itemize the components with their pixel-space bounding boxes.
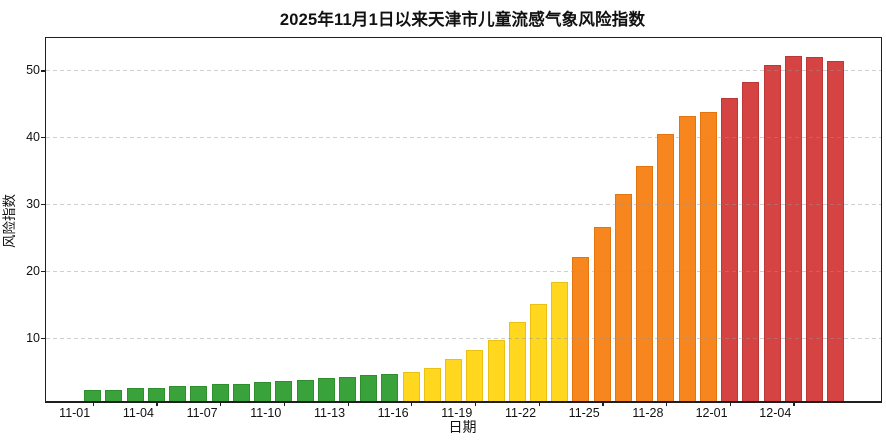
x-tick-mark-12-01 [729,401,731,406]
x-tick-label: 12-04 [759,406,792,420]
bar-12-04 [784,55,802,401]
x-tick-mark-12-04 [793,401,795,406]
bar-11-14 [360,374,378,401]
bar-11-04 [147,387,165,401]
plot-area: 10 20 30 40 50 11-01 11-04 11-07 11-10 11-13 11-16… [26,37,882,419]
bar-11-19 [466,349,484,401]
y-tick-label: 50 [26,63,40,78]
y-tick-label: 20 [26,263,40,278]
bar-11-02 [105,389,123,401]
bar-11-03 [126,388,144,401]
y-tick-label: 40 [26,130,40,145]
bar-11-18 [445,358,463,401]
y-tick-label: 30 [26,196,40,211]
x-tick-mark-11-16 [411,401,413,406]
bar-12-06 [827,61,845,401]
y-axis-label: 风险指数 [2,194,17,248]
x-tick-mark-11-25 [602,401,604,406]
bar-11-13 [338,377,356,401]
bar-11-11 [296,379,314,401]
x-tick-mark-11-04 [156,401,158,406]
bar-11-22 [530,304,548,401]
bar-11-20 [487,339,505,401]
bar-11-01 [84,390,102,401]
x-tick-label: 11-16 [377,406,409,420]
x-tick-mark-11-07 [220,401,222,406]
bar-11-05 [169,386,187,401]
bar-12-03 [763,65,781,401]
x-tick-label: 11-28 [632,406,664,420]
y-tick-mark-40 [41,137,46,139]
bar-11-16 [402,371,420,401]
bar-11-28 [657,133,675,401]
bar-11-30 [699,111,717,401]
y-tick-mark-50 [41,70,46,72]
bar-11-09 [254,382,272,401]
bar-12-05 [806,57,824,401]
x-tick-label: 11-01 [59,406,91,420]
x-tick-label: 12-01 [695,406,728,420]
bar-11-12 [317,378,335,401]
x-tick-label: 11-13 [313,406,346,420]
y-tick-mark-20 [41,270,46,273]
y-tick-mark-10 [41,337,46,339]
bar-11-24 [572,257,590,401]
bar-11-08 [232,383,250,401]
bar-11-26 [614,193,632,401]
bar-12-02 [742,82,760,401]
x-tick-mark-11-28 [665,401,668,406]
bar-11-17 [423,367,441,401]
x-tick-label: 11-25 [568,406,600,420]
x-axis-label: 日期 [448,419,477,435]
bar-11-15 [381,373,399,401]
x-tick-mark-11-13 [347,401,349,406]
x-tick-mark-11-01 [92,401,95,406]
x-tick-label: 11-10 [250,406,282,420]
x-tick-label: 11-19 [441,406,473,420]
bar-11-10 [275,381,293,401]
x-tick-label: 11-04 [122,406,154,420]
gridline-y-50 [46,70,881,72]
bar-11-07 [211,384,229,401]
bar-11-25 [593,227,611,401]
bar-11-21 [508,322,526,401]
x-tick-label: 11-07 [186,406,218,420]
x-tick-mark-11-10 [283,401,286,406]
chart-title: 2025年11月1日以来天津市儿童流感气象风险指数 [279,11,646,29]
bar-12-01 [721,98,739,401]
bar-11-06 [190,385,208,401]
y-tick-mark-30 [41,203,46,206]
x-tick-label: 11-22 [504,406,537,420]
bar-11-27 [636,165,654,401]
bar-11-29 [678,116,696,401]
bar-11-23 [551,282,569,401]
y-tick-label: 10 [26,330,40,345]
x-tick-mark-11-19 [474,401,477,406]
x-tick-mark-11-22 [538,401,540,406]
